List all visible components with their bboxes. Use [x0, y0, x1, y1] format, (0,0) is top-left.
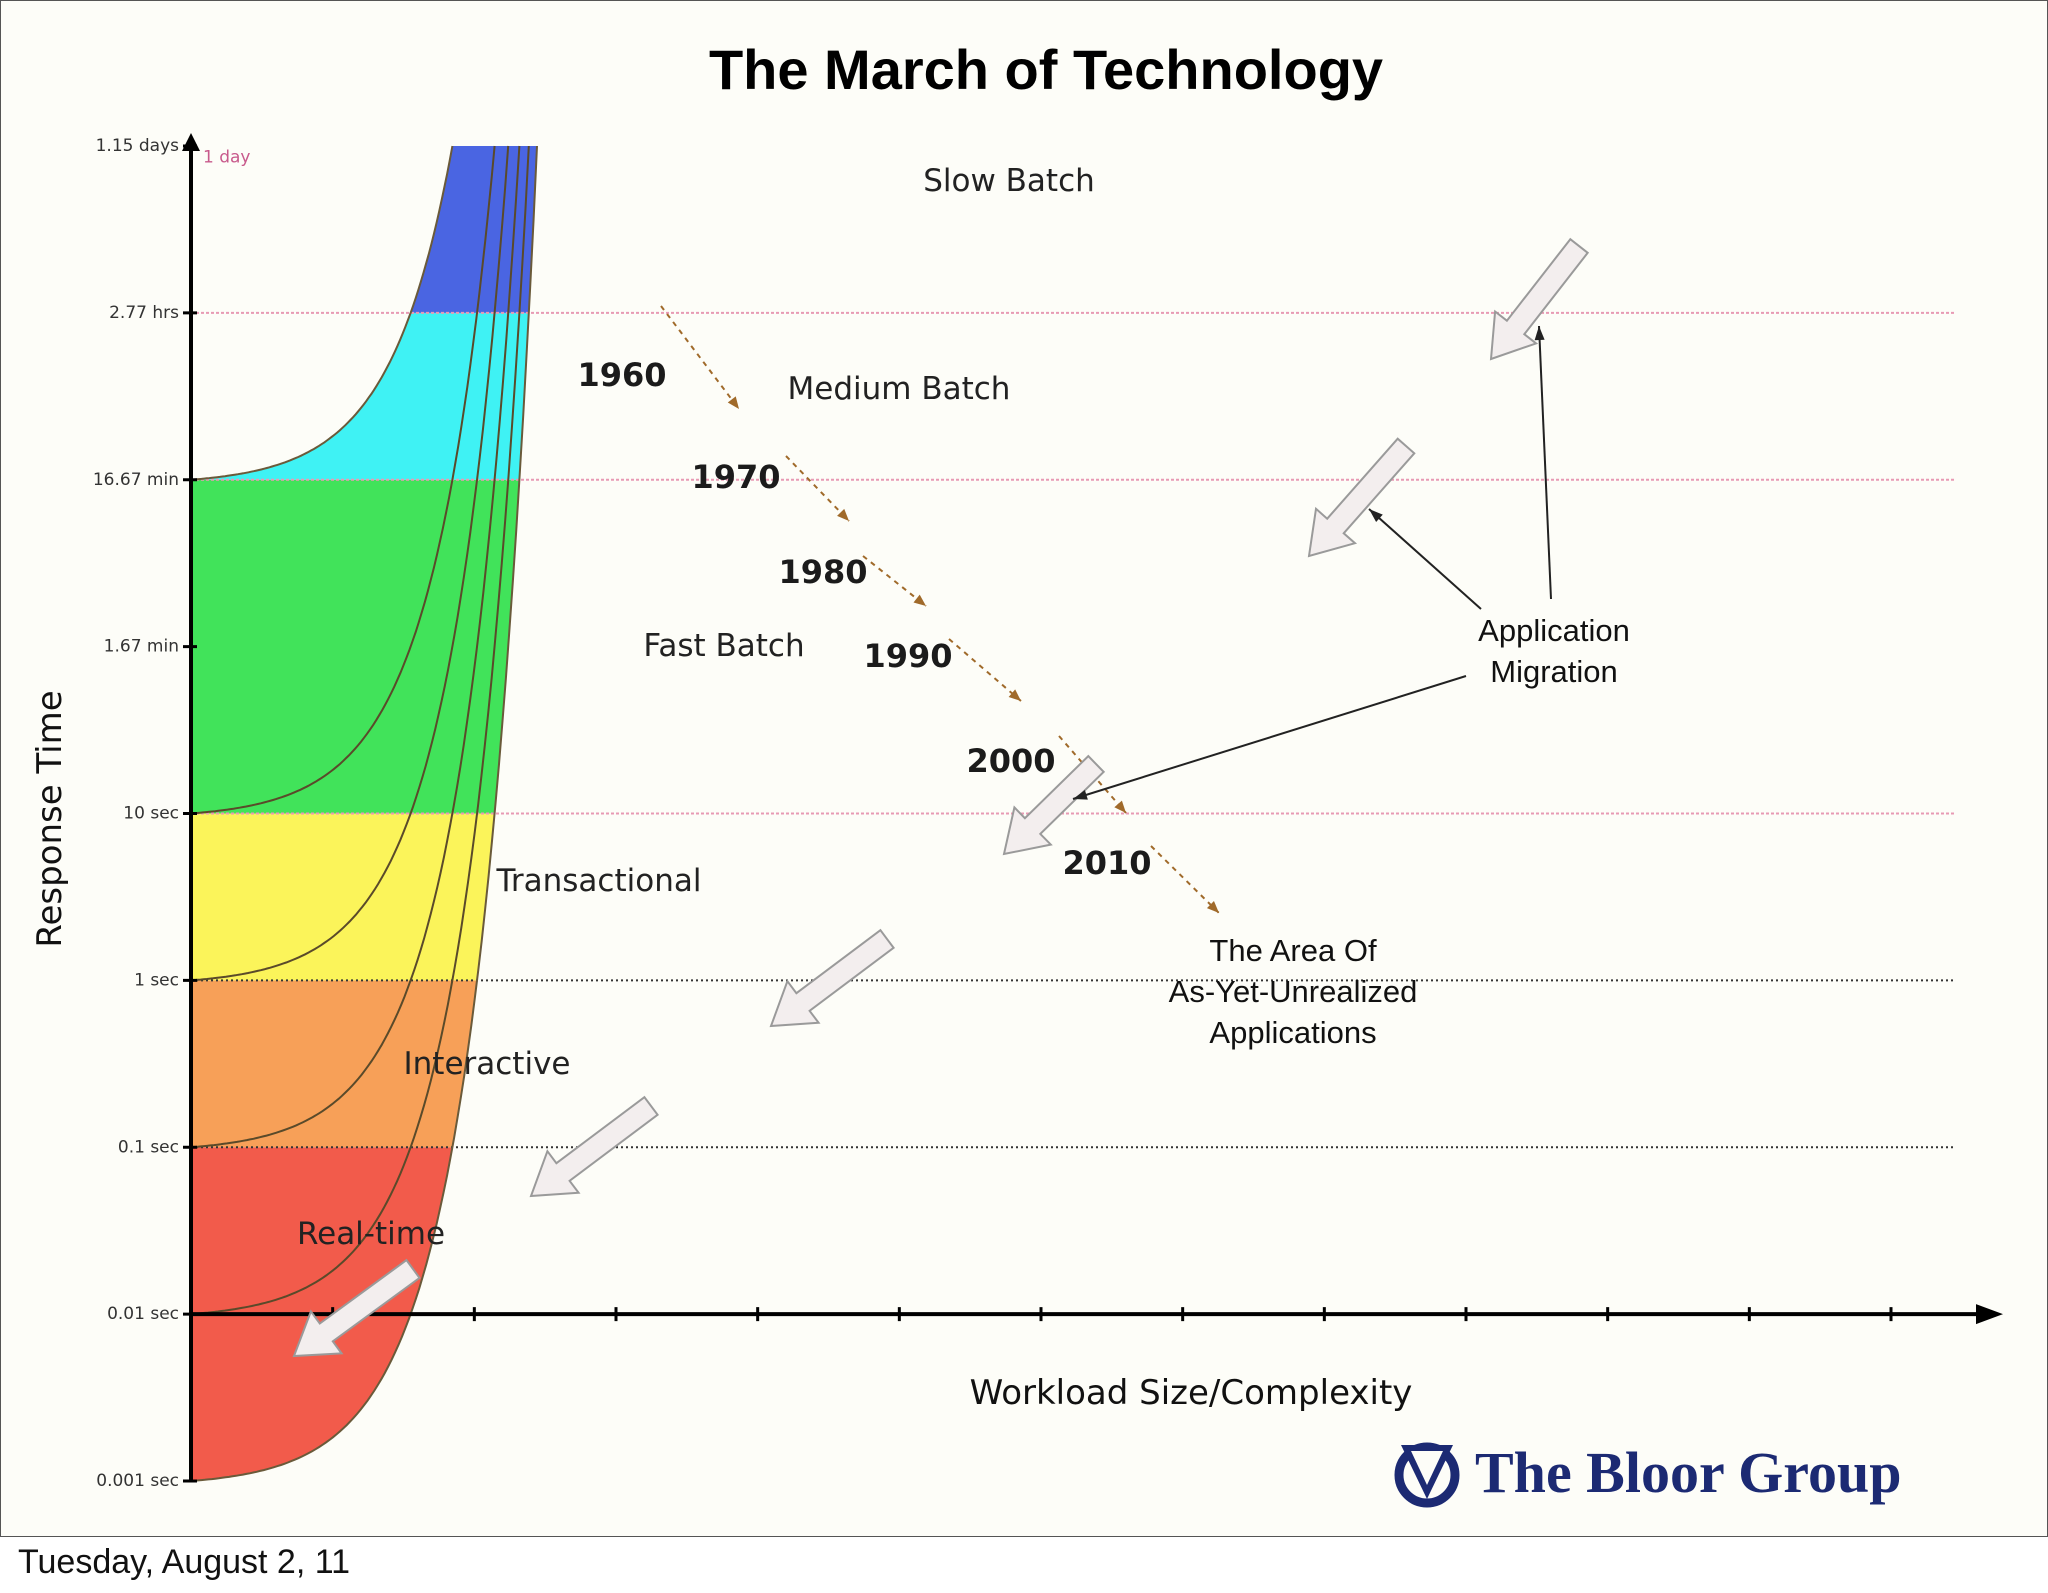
migration-pointer-head: [1369, 509, 1383, 523]
band-medium-batch: [191, 312, 529, 480]
year-step-arrowhead: [1206, 901, 1219, 913]
year-curve-2000: [190, 145, 530, 1316]
y-tick-label: 2.77 hrs: [109, 303, 179, 323]
y-tick-label: 1.67 min: [104, 637, 179, 657]
year-step-arrowhead: [727, 396, 739, 409]
migration-pointer: [1072, 675, 1467, 800]
year-label-1960: 1960: [577, 356, 666, 394]
y-axis-label: Response Time: [30, 690, 70, 947]
migration-arrow: [1489, 237, 1590, 361]
y-tick-label: 0.1 sec: [118, 1137, 179, 1157]
year-step-arrow: [660, 305, 740, 410]
unrealized-label: As-Yet-Unrealized: [1169, 974, 1418, 1009]
year-step-arrowhead: [1114, 800, 1126, 813]
y-tick-label: 10 sec: [123, 804, 179, 824]
year-curve-1960: [190, 145, 454, 481]
band-fast-batch: [191, 479, 520, 814]
y-tick-label: 1 sec: [134, 970, 179, 990]
year-step-arrowhead: [913, 594, 926, 606]
day-marker-label: 1 day: [203, 148, 251, 168]
brand-name: The Bloor Group: [1475, 1440, 1902, 1505]
band-label: Real-time: [297, 1216, 445, 1252]
year-curve-1980: [190, 145, 510, 982]
y-tick-label: 0.01 sec: [107, 1304, 179, 1324]
band-label: Transactional: [496, 863, 702, 899]
year-step-arrow: [862, 555, 927, 607]
y-tick-label: 0.001 sec: [96, 1471, 179, 1491]
unrealized-label: The Area Of: [1209, 933, 1377, 968]
year-step-arrowhead: [1008, 689, 1021, 701]
bloor-group-logo: The Bloor Group: [1389, 1433, 1969, 1513]
migration-label: Application: [1478, 613, 1630, 648]
band-label: Fast Batch: [643, 628, 804, 664]
bloor-logo-icon: [1394, 1442, 1460, 1508]
y-axis-arrow: [182, 133, 200, 151]
year-label-2010: 2010: [1062, 844, 1151, 882]
unrealized-label: Applications: [1209, 1015, 1376, 1050]
chart-title: The March of Technology: [709, 38, 1383, 101]
band-label: Interactive: [404, 1046, 571, 1082]
y-tick-label: 16.67 min: [93, 470, 179, 490]
migration-arrow: [1307, 437, 1416, 558]
year-label-1990: 1990: [863, 637, 952, 675]
migration-arrow: [292, 1258, 421, 1358]
band-label: Medium Batch: [788, 371, 1011, 407]
year-step-arrow: [948, 638, 1022, 702]
migration-arrow: [769, 928, 895, 1028]
year-label-1970: 1970: [691, 458, 780, 496]
band-label: Slow Batch: [923, 163, 1095, 199]
migration-pointer-head: [1534, 326, 1545, 341]
migration-pointer: [1368, 508, 1482, 610]
year-step-arrowhead: [837, 508, 849, 521]
x-axis-label: Workload Size/Complexity: [970, 1373, 1413, 1413]
migration-pointer-head: [1073, 790, 1088, 800]
footer-date: Tuesday, August 2, 11: [18, 1543, 351, 1581]
year-step-arrow: [785, 455, 850, 522]
band-transactional: [191, 813, 495, 981]
year-label-1980: 1980: [778, 553, 867, 591]
year-label-2000: 2000: [966, 742, 1055, 780]
x-axis-arrow: [1976, 1304, 2003, 1325]
chart: 0.001 sec 0.01 sec 0.1 sec 1 sec 10 sec 1.67 …: [30, 38, 2003, 1491]
year-step-arrow: [1150, 845, 1220, 914]
year-curve-1970: [190, 145, 496, 815]
migration-arrow: [529, 1095, 659, 1198]
migration-pointer: [1538, 325, 1552, 600]
slide: 0.001 sec 0.01 sec 0.1 sec 1 sec 10 sec 1.67 …: [0, 0, 2048, 1537]
year-curve-1990: [190, 145, 521, 1149]
migration-arrow: [1002, 754, 1106, 856]
year-curve-2010: [190, 145, 538, 1482]
y-tick-label: 1.15 days: [96, 136, 180, 156]
band-interactive: [191, 980, 477, 1148]
migration-label: Migration: [1490, 654, 1618, 689]
